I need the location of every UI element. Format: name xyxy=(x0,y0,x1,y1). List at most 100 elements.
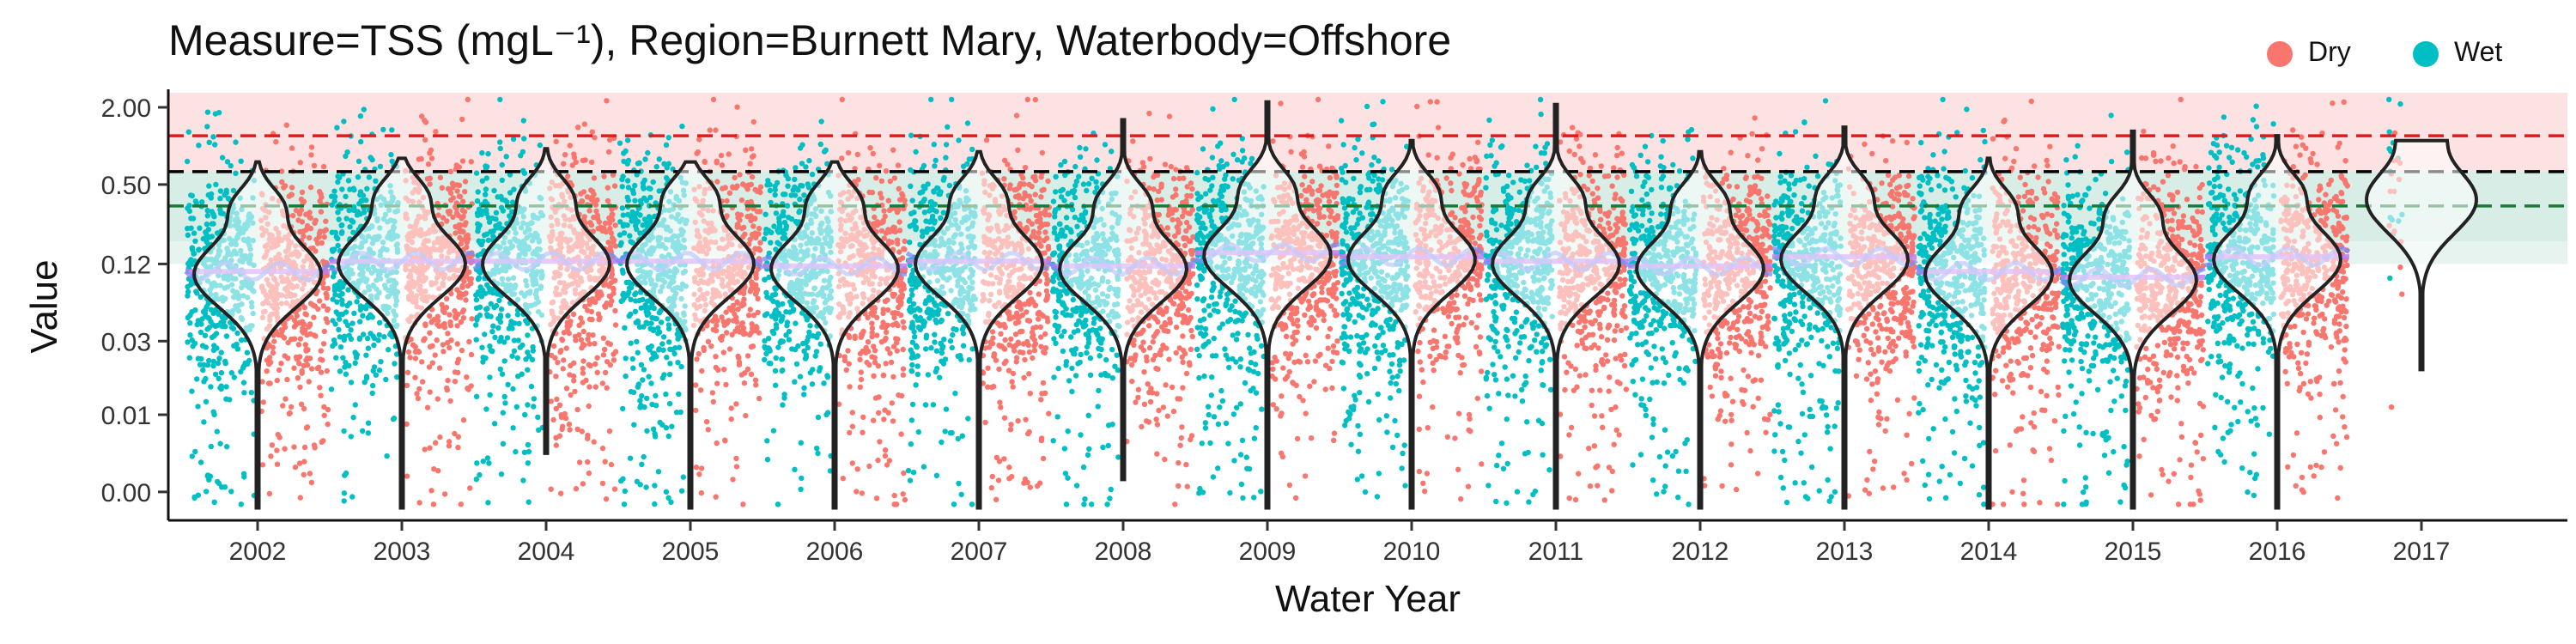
data-point xyxy=(459,284,465,290)
data-point xyxy=(291,365,297,371)
data-point xyxy=(748,213,754,219)
data-point xyxy=(843,367,849,374)
data-point xyxy=(274,447,280,453)
data-point xyxy=(674,331,680,337)
data-point xyxy=(456,182,463,188)
data-point xyxy=(369,390,375,397)
data-point xyxy=(581,214,587,220)
data-point xyxy=(714,322,720,329)
data-point xyxy=(807,323,813,329)
data-point xyxy=(645,320,651,326)
data-point xyxy=(619,184,625,190)
data-point xyxy=(425,161,432,167)
data-point xyxy=(882,407,888,413)
data-point xyxy=(772,368,779,374)
data-point xyxy=(342,364,348,370)
data-point xyxy=(612,222,618,228)
data-point xyxy=(754,209,761,215)
data-point xyxy=(453,230,459,236)
data-point xyxy=(812,353,818,359)
data-point xyxy=(486,219,493,225)
data-point xyxy=(454,287,460,293)
data-point xyxy=(440,342,447,348)
data-point xyxy=(696,471,702,477)
data-point xyxy=(381,334,387,340)
data-point xyxy=(468,159,474,165)
data-point xyxy=(428,488,434,494)
data-point xyxy=(562,152,568,158)
data-point xyxy=(591,175,598,181)
data-point xyxy=(317,385,323,391)
data-point xyxy=(318,392,324,398)
data-point xyxy=(553,138,559,144)
data-point xyxy=(641,367,647,373)
data-point xyxy=(302,342,308,348)
data-point xyxy=(285,339,291,346)
data-point xyxy=(479,149,485,156)
data-point xyxy=(455,444,461,451)
data-point xyxy=(893,501,900,507)
data-point xyxy=(768,361,774,367)
data-point xyxy=(342,472,348,478)
data-point xyxy=(245,361,251,367)
data-point xyxy=(510,136,517,143)
data-point xyxy=(218,386,224,392)
data-point xyxy=(469,316,475,322)
data-point xyxy=(447,190,454,196)
data-point xyxy=(549,352,555,359)
data-point xyxy=(580,481,586,487)
data-point xyxy=(693,382,699,388)
data-point xyxy=(350,207,356,213)
data-point xyxy=(355,174,361,180)
data-point xyxy=(190,216,197,222)
data-point xyxy=(501,393,507,400)
data-point xyxy=(329,202,335,208)
data-point xyxy=(882,453,889,459)
data-point xyxy=(454,188,460,194)
data-point xyxy=(441,491,448,497)
data-point xyxy=(420,379,426,385)
data-point xyxy=(202,310,209,317)
data-point xyxy=(550,416,556,423)
data-point xyxy=(628,296,634,302)
data-point xyxy=(320,285,327,291)
data-point xyxy=(360,304,367,310)
data-point xyxy=(637,398,643,404)
data-point xyxy=(792,466,798,472)
data-point xyxy=(323,227,329,233)
data-point xyxy=(612,322,619,328)
data-point xyxy=(663,142,670,148)
data-point xyxy=(287,410,293,416)
data-point xyxy=(289,191,295,197)
data-point xyxy=(887,350,893,356)
data-point xyxy=(507,172,513,178)
data-point xyxy=(319,240,325,246)
data-point xyxy=(347,224,353,230)
data-point xyxy=(736,355,742,361)
data-point xyxy=(620,173,626,179)
data-point xyxy=(514,355,520,361)
data-point xyxy=(191,340,198,347)
data-point xyxy=(473,170,480,176)
data-point xyxy=(891,291,898,298)
data-point xyxy=(204,473,210,479)
data-point xyxy=(871,343,877,349)
data-point xyxy=(1045,243,1052,250)
data-point xyxy=(474,210,481,216)
data-point xyxy=(698,489,705,496)
data-point xyxy=(594,293,600,300)
data-point xyxy=(697,387,704,393)
data-point xyxy=(890,224,896,230)
data-point xyxy=(204,109,211,115)
data-point xyxy=(318,348,324,354)
data-point xyxy=(891,175,898,181)
data-point xyxy=(574,406,580,413)
data-point xyxy=(902,496,908,503)
data-point xyxy=(605,197,611,204)
data-point xyxy=(776,216,782,222)
data-point xyxy=(650,426,657,432)
data-point xyxy=(494,290,500,297)
data-point xyxy=(238,501,244,507)
data-point xyxy=(610,211,616,218)
data-point xyxy=(620,212,626,218)
